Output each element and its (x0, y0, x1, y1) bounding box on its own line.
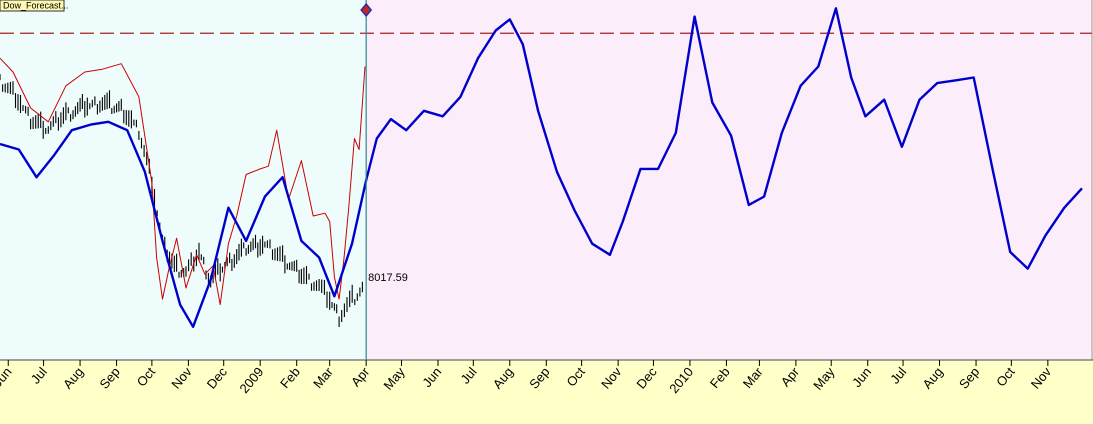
price-bars (0, 74, 363, 327)
chart-marks (0, 7, 1092, 328)
forecast-series (0, 7, 1083, 328)
tag-label: Dow_Forecast... (3, 1, 69, 11)
tag-box (0, 0, 65, 12)
last-price-label: 8017.59 (368, 272, 408, 284)
red-line-series (0, 57, 366, 306)
forecast-plot-background (366, 0, 1093, 360)
split-marker-icon (360, 2, 373, 18)
history-plot-background (0, 0, 367, 360)
chart-tag: Dow_Forecast... (0, 0, 69, 12)
chart-overlay: 8017.59 (360, 0, 408, 360)
